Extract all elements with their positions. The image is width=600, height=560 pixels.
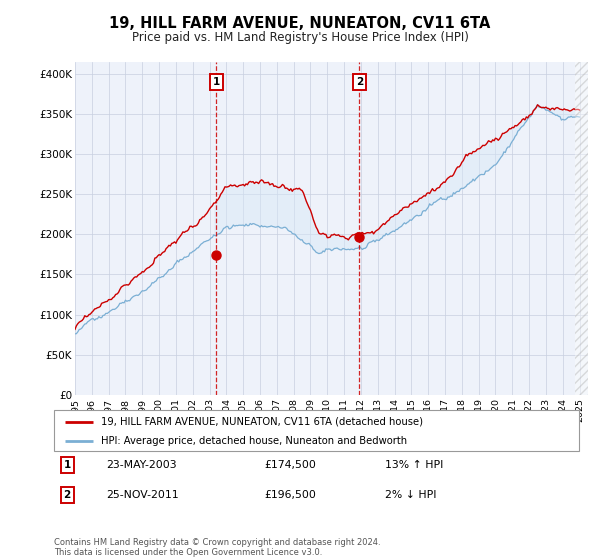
Text: 23-MAY-2003: 23-MAY-2003 <box>107 460 177 470</box>
Text: Price paid vs. HM Land Registry's House Price Index (HPI): Price paid vs. HM Land Registry's House … <box>131 31 469 44</box>
Text: 25-NOV-2011: 25-NOV-2011 <box>107 490 179 500</box>
Text: 2% ↓ HPI: 2% ↓ HPI <box>385 490 436 500</box>
Text: £174,500: £174,500 <box>264 460 316 470</box>
FancyBboxPatch shape <box>54 410 579 451</box>
Text: 13% ↑ HPI: 13% ↑ HPI <box>385 460 443 470</box>
Text: 2: 2 <box>64 490 71 500</box>
Text: 19, HILL FARM AVENUE, NUNEATON, CV11 6TA (detached house): 19, HILL FARM AVENUE, NUNEATON, CV11 6TA… <box>101 417 423 427</box>
Text: HPI: Average price, detached house, Nuneaton and Bedworth: HPI: Average price, detached house, Nune… <box>101 436 407 446</box>
Text: 1: 1 <box>64 460 71 470</box>
Text: 2: 2 <box>356 77 363 87</box>
Bar <box>575 62 588 395</box>
Text: Contains HM Land Registry data © Crown copyright and database right 2024.
This d: Contains HM Land Registry data © Crown c… <box>54 538 380 557</box>
Text: 19, HILL FARM AVENUE, NUNEATON, CV11 6TA: 19, HILL FARM AVENUE, NUNEATON, CV11 6TA <box>109 16 491 31</box>
Text: £196,500: £196,500 <box>264 490 316 500</box>
Text: 1: 1 <box>212 77 220 87</box>
